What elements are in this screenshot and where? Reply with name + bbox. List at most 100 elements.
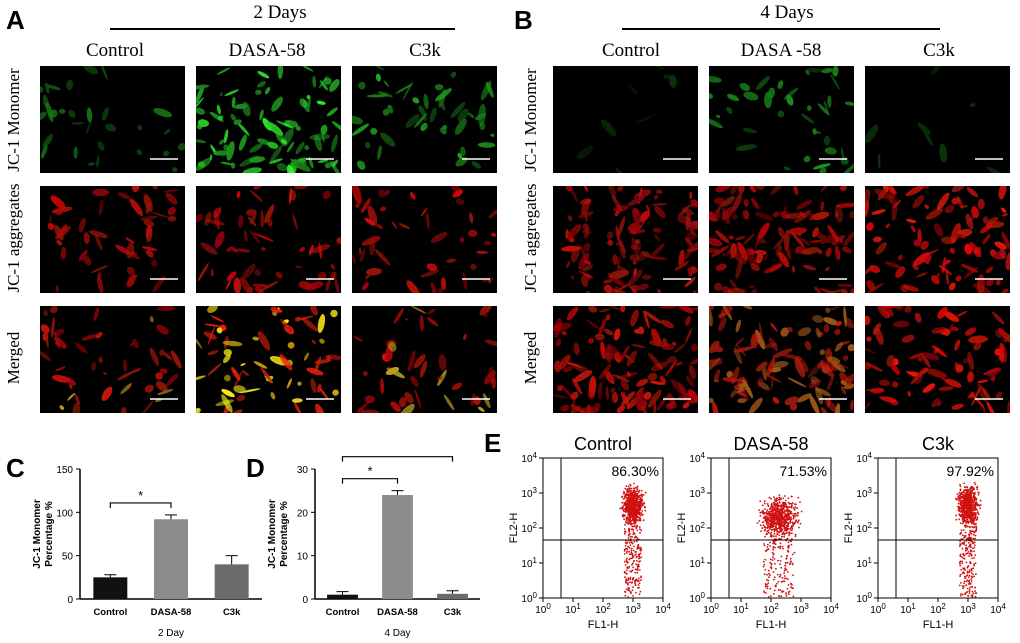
chart-c-ytick: 50 — [62, 552, 74, 563]
chart-d-significance-bracket — [341, 478, 399, 484]
chart-c-xtick: DASA-58 — [151, 607, 192, 618]
chart-d-ytick: 30 — [297, 465, 309, 476]
chart-d-bar — [437, 593, 468, 599]
micrograph-a-r1-c2 — [196, 66, 341, 173]
panel-a-row-aggregates: JC-1 aggregates — [4, 183, 23, 293]
panel-b-row-monomer: JC-1 Monomer — [521, 68, 540, 172]
chart-c-bar — [214, 564, 249, 599]
panel-b-col-dasa58: DASA -58 — [740, 40, 822, 61]
panel-b-header-line — [622, 28, 940, 30]
panel-a-row-monomer: JC-1 Monomer — [4, 68, 23, 172]
micrograph-a-r3-c3 — [352, 306, 497, 413]
flow-plot-2-percent: 71.53% — [780, 463, 827, 479]
flow-xtick: 104 — [990, 602, 1006, 616]
micrograph-b-r3-c1 — [553, 306, 698, 413]
chart-d-ytick: 0 — [302, 595, 308, 606]
flow-xtick: 104 — [655, 602, 671, 616]
flow-plot-2-title: DASA-58 — [733, 434, 808, 454]
chart-d-xtick: C3k — [444, 607, 462, 618]
flow-xtick: 100 — [703, 602, 719, 616]
chart-d-xtick: Control — [326, 607, 360, 618]
flow-xtick: 102 — [930, 602, 946, 616]
flow-ytick: 100 — [689, 591, 705, 605]
panel-label-d: D — [246, 453, 265, 483]
panel-b-header: 4 Days — [760, 2, 814, 23]
panel-a-row-merged: Merged — [4, 331, 23, 385]
flow-xtick: 103 — [793, 602, 809, 616]
micrograph-a-r3-c2 — [196, 306, 341, 413]
flow-ytick: 103 — [521, 486, 537, 500]
flow-ylabel: FL2-H — [676, 513, 688, 544]
flow-xtick: 102 — [595, 602, 611, 616]
panel-a-col-dasa58: DASA-58 — [228, 40, 306, 61]
flow-ytick: 104 — [689, 451, 705, 465]
flow-xtick: 101 — [900, 602, 916, 616]
panel-label-e: E — [484, 428, 502, 458]
chart-c-xtick: Control — [93, 607, 127, 618]
flow-ytick: 103 — [689, 486, 705, 500]
micrograph-a-r1-c3 — [352, 66, 497, 173]
flow-ylabel: FL2-H — [508, 513, 520, 544]
flow-xlabel: FL1-H — [588, 619, 619, 631]
micrograph-a-r3-c1 — [40, 306, 185, 413]
flow-plot-1-title: Control — [574, 434, 632, 454]
chart-d-ytick: 10 — [297, 552, 309, 563]
flow-xtick: 103 — [960, 602, 976, 616]
flow-ytick: 103 — [856, 486, 872, 500]
flow-plot-3-title: C3k — [922, 434, 955, 454]
panel-a-header: 2 Days — [253, 2, 307, 23]
micrograph-a-r2-c3 — [352, 186, 497, 293]
chart-d-xtick: DASA-58 — [377, 607, 418, 618]
flow-ytick: 102 — [689, 521, 705, 535]
chart-d-ylabel: JC-1 MonomerPercentage % — [267, 499, 290, 569]
flow-ytick: 101 — [856, 556, 872, 570]
chart-c-bar — [93, 577, 128, 599]
chart-d-xlabel: 4 Day — [384, 628, 410, 639]
bar-chart-4-day: 0 10 20 30 Control DASA-58 C3k 4 Day JC-1 Monome… — [267, 455, 480, 639]
chart-c-xtick: C3k — [223, 607, 241, 618]
chart-c-significance-bracket — [109, 502, 172, 508]
chart-c-significance-star: * — [138, 488, 143, 503]
panel-a-col-control: Control — [85, 40, 145, 61]
micrograph-b-r3-c3 — [865, 306, 1010, 413]
flow-ytick: 104 — [856, 451, 872, 465]
flow-xtick: 100 — [870, 602, 886, 616]
panel-b-row-merged: Merged — [521, 331, 540, 385]
flow-xtick: 103 — [625, 602, 641, 616]
flow-xtick: 102 — [763, 602, 779, 616]
flow-ytick: 101 — [689, 556, 705, 570]
flow-ytick: 100 — [521, 591, 537, 605]
chart-d-significance-star: * — [367, 464, 372, 479]
micrograph-a-r1-c1 — [40, 66, 185, 173]
chart-d-bar — [327, 594, 358, 599]
chart-d-ytick: 20 — [297, 508, 309, 519]
flow-plot-3-percent: 97.92% — [947, 463, 994, 479]
chart-c-ytick: 0 — [67, 595, 73, 606]
bar-chart-2-day: 0 50 100 150 Control DASA-58 C3k 2 Day JC-1 Mono… — [32, 465, 262, 639]
flow-ytick: 101 — [521, 556, 537, 570]
flow-ytick: 102 — [521, 521, 537, 535]
chart-d-bar — [382, 495, 413, 599]
chart-c-bar — [154, 519, 188, 599]
flow-ytick: 104 — [521, 451, 537, 465]
micrograph-b-r1-c1 — [553, 66, 698, 173]
panel-b-col-control: Control — [601, 40, 661, 61]
flow-ylabel: FL2-H — [843, 513, 855, 544]
micrograph-a-r2-c1 — [40, 186, 185, 293]
panel-a-col-c3k: C3k — [409, 40, 441, 61]
panel-label-c: C — [6, 453, 25, 483]
panel-label-a: A — [6, 5, 25, 35]
micrograph-b-r3-c2 — [709, 306, 854, 413]
flow-plot-1-percent: 86.30% — [612, 463, 659, 479]
flow-ytick: 102 — [856, 521, 872, 535]
panel-b-col-c3k: C3k — [923, 40, 955, 61]
flow-xtick: 101 — [565, 602, 581, 616]
panel-b-row-aggregates: JC-1 aggregates — [521, 183, 540, 293]
micrograph-b-r1-c3 — [865, 66, 1010, 173]
micrograph-b-r2-c2 — [709, 186, 854, 293]
micrograph-b-r1-c2 — [709, 66, 854, 173]
panel-a-header-line — [110, 28, 455, 30]
chart-c-ytick: 150 — [56, 465, 73, 476]
